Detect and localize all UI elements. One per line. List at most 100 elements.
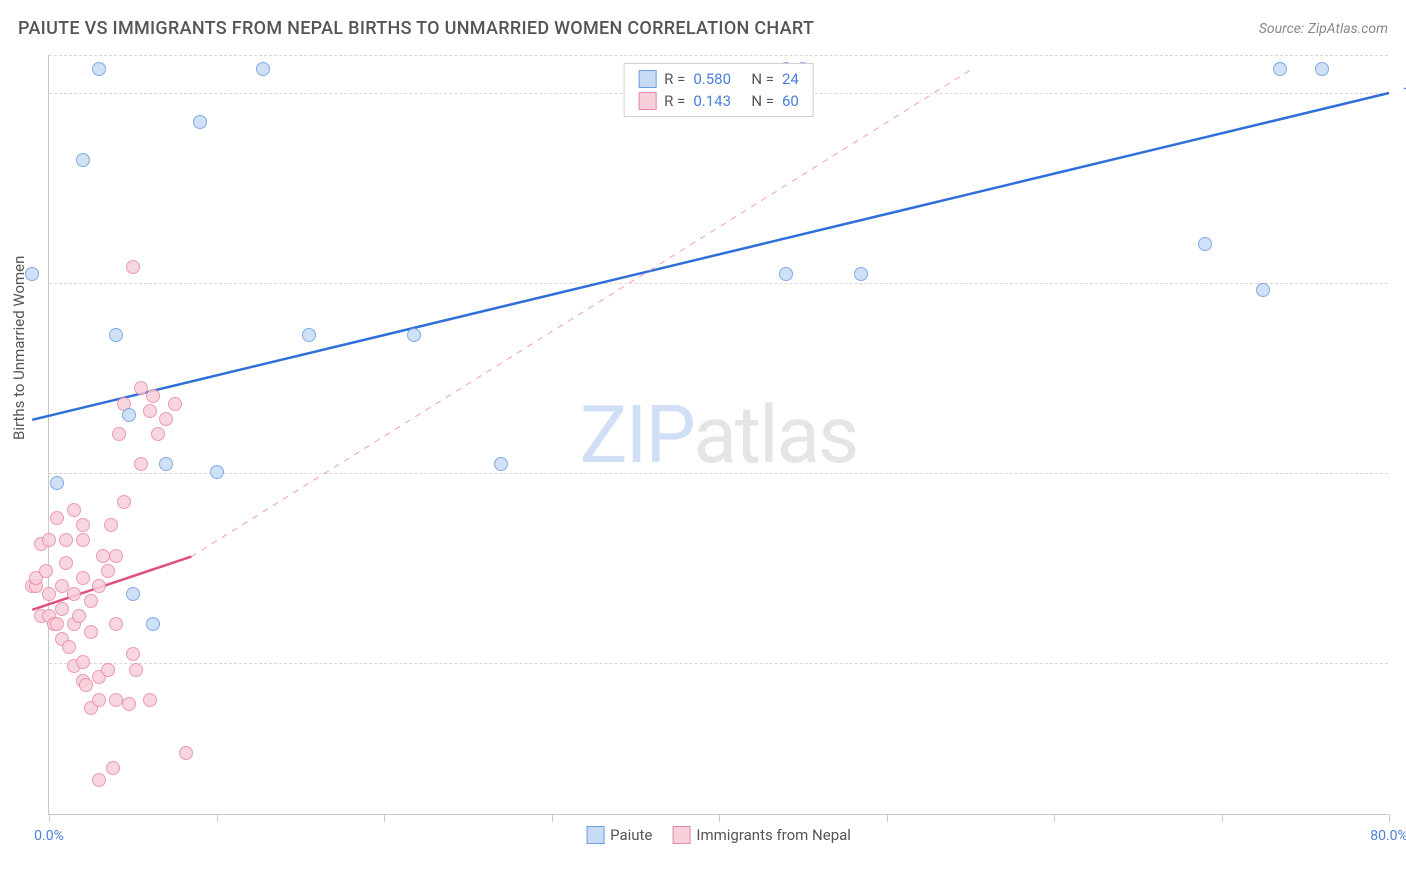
scatter-point bbox=[55, 602, 69, 616]
scatter-point bbox=[92, 693, 106, 707]
legend-row: R = 0.580 N = 24 bbox=[624, 68, 813, 90]
x-tick-label: 80.0% bbox=[1370, 828, 1406, 844]
legend-n-label: N = bbox=[751, 92, 774, 110]
scatter-point bbox=[302, 328, 316, 342]
legend-item: Paiute bbox=[586, 826, 652, 844]
scatter-point bbox=[76, 655, 90, 669]
scatter-point bbox=[159, 457, 173, 471]
trend-lines bbox=[49, 55, 1388, 814]
scatter-point bbox=[101, 564, 115, 578]
x-tick bbox=[1389, 814, 1390, 822]
scatter-point bbox=[67, 503, 81, 517]
scatter-point bbox=[146, 389, 160, 403]
scatter-point bbox=[143, 404, 157, 418]
plot-area: ZIPatlas 25.0%50.0%75.0%100.0% 0.0%80.0%… bbox=[48, 55, 1388, 815]
legend-n-value: 24 bbox=[782, 70, 799, 88]
source-attribution: Source: ZipAtlas.com bbox=[1259, 21, 1388, 37]
scatter-point bbox=[42, 587, 56, 601]
legend-swatch bbox=[586, 826, 604, 844]
gridline bbox=[49, 283, 1388, 284]
scatter-point bbox=[854, 267, 868, 281]
gridline bbox=[49, 55, 1388, 56]
scatter-point bbox=[101, 663, 115, 677]
scatter-point bbox=[104, 518, 118, 532]
legend-r-value: 0.580 bbox=[693, 70, 743, 88]
scatter-point bbox=[25, 267, 39, 281]
scatter-point bbox=[134, 457, 148, 471]
scatter-point bbox=[76, 571, 90, 585]
scatter-point bbox=[50, 476, 64, 490]
scatter-point bbox=[59, 556, 73, 570]
scatter-point bbox=[112, 427, 126, 441]
x-tick bbox=[719, 814, 720, 822]
x-tick-label: 0.0% bbox=[34, 828, 64, 844]
legend-n-label: N = bbox=[751, 70, 774, 88]
scatter-point bbox=[151, 427, 165, 441]
scatter-point bbox=[84, 594, 98, 608]
y-tick-label: 100.0% bbox=[1403, 85, 1406, 101]
scatter-point bbox=[1256, 283, 1270, 297]
watermark-atlas: atlas bbox=[693, 388, 857, 482]
legend-item: Immigrants from Nepal bbox=[672, 826, 851, 844]
scatter-point bbox=[39, 564, 53, 578]
x-tick bbox=[1054, 814, 1055, 822]
header: PAIUTE VS IMMIGRANTS FROM NEPAL BIRTHS T… bbox=[18, 18, 1388, 39]
scatter-point bbox=[76, 533, 90, 547]
legend-label: Paiute bbox=[610, 826, 652, 844]
scatter-point bbox=[92, 62, 106, 76]
scatter-point bbox=[42, 533, 56, 547]
scatter-point bbox=[159, 412, 173, 426]
scatter-point bbox=[62, 640, 76, 654]
scatter-point bbox=[179, 746, 193, 760]
scatter-point bbox=[126, 647, 140, 661]
legend-label: Immigrants from Nepal bbox=[696, 826, 851, 844]
scatter-point bbox=[50, 617, 64, 631]
scatter-point bbox=[122, 697, 136, 711]
scatter-point bbox=[129, 663, 143, 677]
scatter-point bbox=[1198, 237, 1212, 251]
scatter-point bbox=[407, 328, 421, 342]
scatter-point bbox=[76, 153, 90, 167]
scatter-point bbox=[122, 408, 136, 422]
legend-row: R =0.143N =60 bbox=[624, 90, 813, 112]
scatter-point bbox=[59, 533, 73, 547]
series-legend: Paiute Immigrants from Nepal bbox=[586, 826, 851, 844]
chart-title: PAIUTE VS IMMIGRANTS FROM NEPAL BIRTHS T… bbox=[18, 18, 814, 39]
y-axis-label: Births to Unmarried Women bbox=[10, 256, 28, 440]
scatter-point bbox=[494, 457, 508, 471]
correlation-legend: R =0.580N =24R =0.143N =60 bbox=[623, 63, 814, 117]
scatter-point bbox=[126, 260, 140, 274]
scatter-point bbox=[109, 693, 123, 707]
legend-r-value: 0.143 bbox=[693, 92, 743, 110]
scatter-point bbox=[50, 511, 64, 525]
x-tick bbox=[552, 814, 553, 822]
scatter-point bbox=[92, 579, 106, 593]
scatter-point bbox=[106, 761, 120, 775]
scatter-point bbox=[84, 625, 98, 639]
legend-swatch bbox=[672, 826, 690, 844]
scatter-point bbox=[96, 549, 110, 563]
gridline bbox=[49, 473, 1388, 474]
watermark: ZIPatlas bbox=[580, 388, 858, 482]
x-tick bbox=[217, 814, 218, 822]
scatter-point bbox=[143, 693, 157, 707]
scatter-point bbox=[168, 397, 182, 411]
legend-swatch bbox=[638, 70, 656, 88]
scatter-point bbox=[210, 465, 224, 479]
scatter-point bbox=[79, 678, 93, 692]
watermark-zip: ZIP bbox=[580, 388, 694, 482]
x-tick bbox=[1222, 814, 1223, 822]
scatter-point bbox=[67, 587, 81, 601]
legend-r-label: R = bbox=[664, 70, 685, 88]
scatter-point bbox=[256, 62, 270, 76]
scatter-point bbox=[76, 518, 90, 532]
scatter-point bbox=[109, 328, 123, 342]
scatter-point bbox=[92, 773, 106, 787]
legend-r-label: R = bbox=[664, 92, 685, 110]
scatter-point bbox=[126, 587, 140, 601]
scatter-point bbox=[72, 609, 86, 623]
scatter-point bbox=[117, 495, 131, 509]
scatter-point bbox=[1315, 62, 1329, 76]
x-tick bbox=[384, 814, 385, 822]
scatter-point bbox=[109, 617, 123, 631]
